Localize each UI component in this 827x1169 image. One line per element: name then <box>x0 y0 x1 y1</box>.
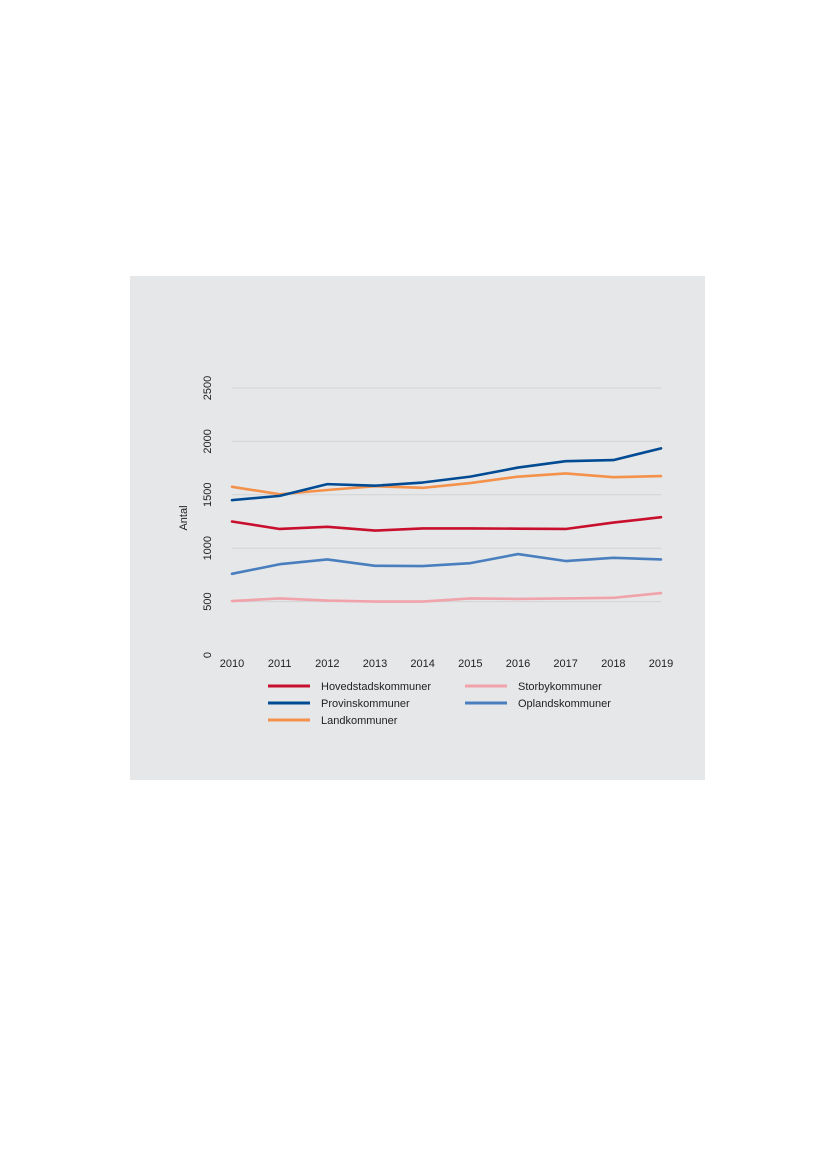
x-tick-label: 2019 <box>649 658 673 670</box>
x-tick-label: 2012 <box>315 658 339 670</box>
series-line-provinskommuner <box>230 447 663 502</box>
series-line-landkommuner <box>230 472 663 496</box>
series-line-storbykommuner <box>230 591 663 603</box>
legend: Hovedstadskommuner Storbykommuner Provinsk… <box>268 681 611 727</box>
y-tick-label: 500 <box>202 592 214 610</box>
series-line-hovedstadskommuner <box>230 515 663 532</box>
x-tick-label: 2015 <box>458 658 482 670</box>
legend-label: Landkommuner <box>321 715 398 727</box>
y-tick-label: 2000 <box>202 429 214 453</box>
y-tick-label: 1000 <box>202 536 214 560</box>
x-tick-label: 2016 <box>506 658 530 670</box>
x-tick-labels: 2010 2011 2012 2013 2014 2015 2016 2017 2018 2019 <box>220 658 673 670</box>
legend-label: Oplandskommuner <box>518 698 611 710</box>
series-line-oplandskommuner <box>230 552 663 576</box>
grid-lines <box>232 387 661 603</box>
x-tick-label: 2010 <box>220 658 244 670</box>
y-tick-label: 0 <box>202 652 214 658</box>
legend-label: Provinskommuner <box>321 698 410 710</box>
x-tick-label: 2011 <box>268 658 292 670</box>
legend-label: Storbykommuner <box>518 681 602 693</box>
x-tick-label: 2014 <box>410 658 434 670</box>
x-tick-label: 2013 <box>363 658 387 670</box>
y-tick-labels: 0 500 1000 1500 2000 2500 <box>202 376 214 658</box>
x-tick-label: 2018 <box>601 658 625 670</box>
y-axis-label: Antal <box>178 505 190 530</box>
legend-label: Hovedstadskommuner <box>321 681 431 693</box>
y-tick-label: 1500 <box>202 483 214 507</box>
series-lines <box>230 447 663 603</box>
y-tick-label: 2500 <box>202 376 214 400</box>
x-tick-label: 2017 <box>553 658 577 670</box>
chart-figure: 0 500 1000 1500 2000 2500 2010 2011 2012 2013 201… <box>130 276 705 780</box>
